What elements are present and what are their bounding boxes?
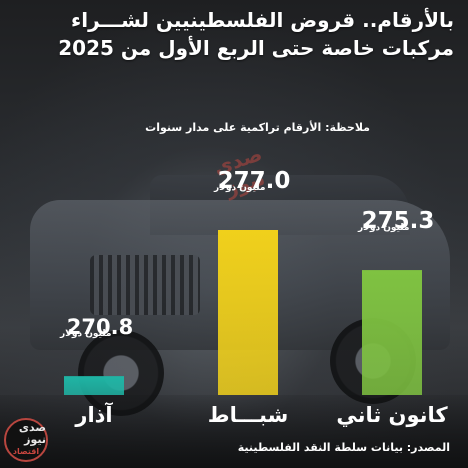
bar-value-label-2: 277.0 <box>218 168 291 194</box>
brand-logo-name: صدى نيوز <box>18 421 46 446</box>
title-line-2: مركبات خاصة حتى الربع الأول من 2025 <box>58 36 454 60</box>
bar-value-label-1: 270.8 <box>67 315 133 339</box>
bar-3 <box>362 270 422 395</box>
bar-1 <box>64 376 124 395</box>
brand-logo: صدى نيوز اقتصاد <box>4 418 48 462</box>
category-label-1: آذار <box>74 402 113 427</box>
chart-note: ملاحظة: الأرقام تراكمية على مدار سنوات <box>145 121 370 134</box>
category-label-3: كانون ثاني <box>336 403 448 427</box>
bar-unit-label-2: مليون دولار <box>213 183 265 193</box>
floor-shadow <box>0 395 468 468</box>
title-line-1: بالأرقام.. قروض الفلسطينيين لشـــراء <box>71 8 454 32</box>
bar-unit-label-1: مليون دولار <box>59 329 111 339</box>
bar-2 <box>218 230 278 395</box>
brand-logo-sub: اقتصاد <box>12 447 40 456</box>
source-note: المصدر: بيانات سلطة النقد الفلسطينية <box>237 441 450 454</box>
category-label-2: شبـــاط <box>208 403 288 427</box>
bar-value-label-3: 275.3 <box>362 208 435 234</box>
bar-unit-label-3: مليون دولار <box>357 223 409 233</box>
page-title: بالأرقام.. قروض الفلسطينيين لشـــراء مرك… <box>14 6 454 62</box>
car-grille <box>90 255 200 315</box>
